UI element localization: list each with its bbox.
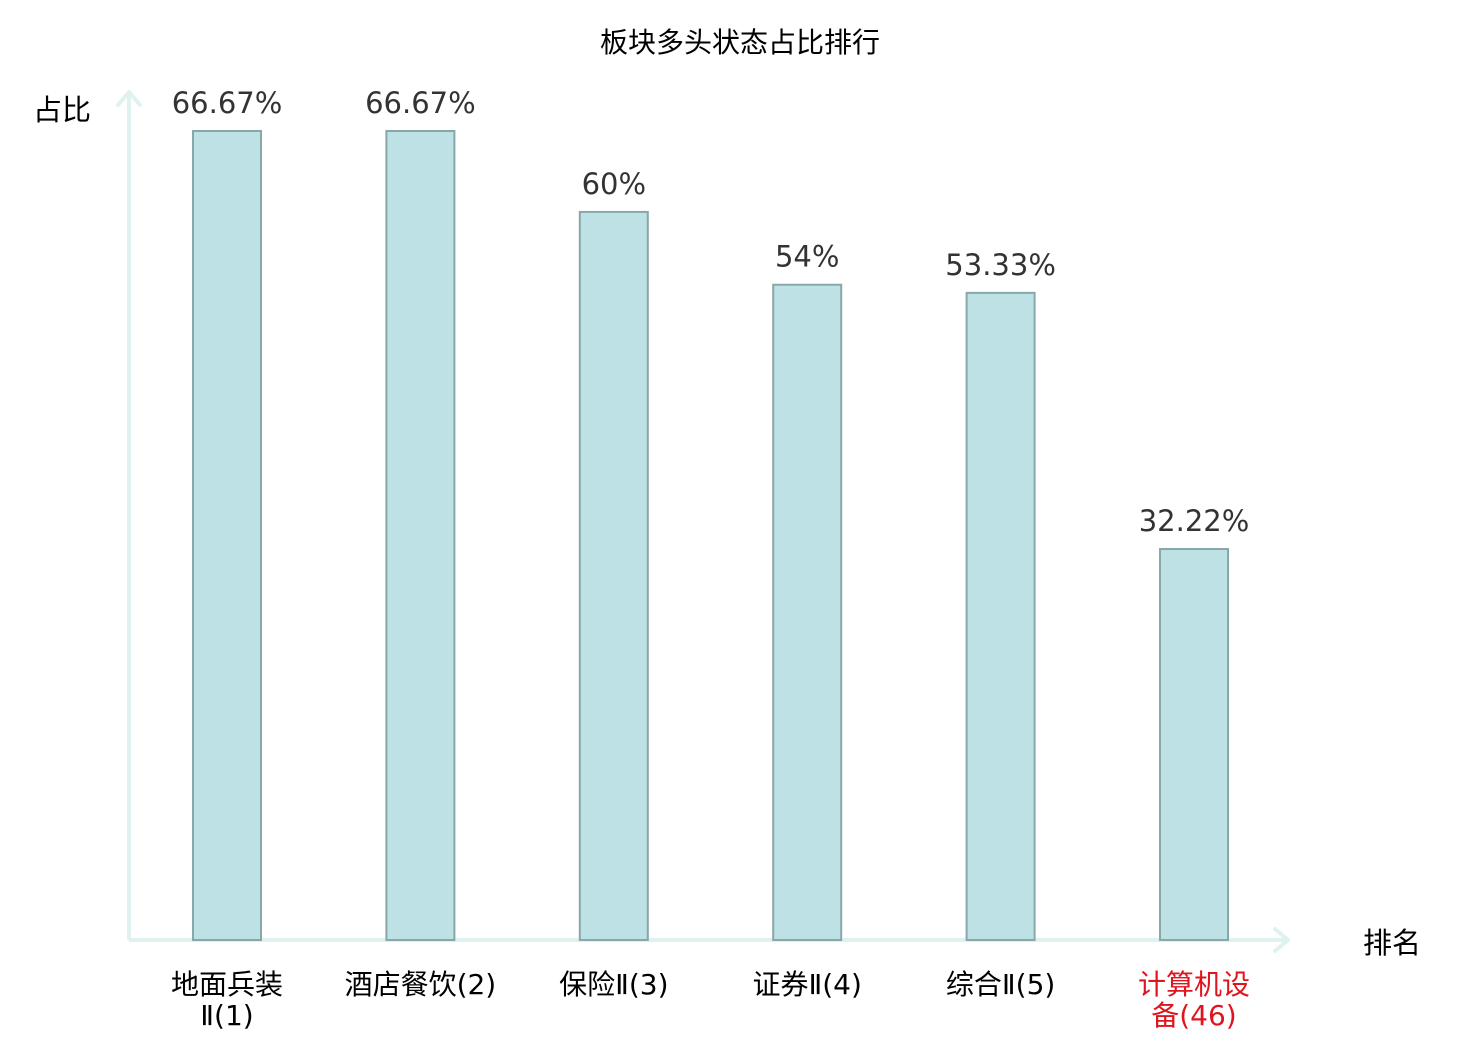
category-label-5-line-1: 综合Ⅱ(5) xyxy=(946,968,1055,1001)
x-axis-arrow-icon xyxy=(1273,927,1290,953)
bar-4 xyxy=(772,283,843,942)
axes xyxy=(116,90,1290,953)
bar-3 xyxy=(578,210,649,941)
category-label-2-line-1: 酒店餐饮(2) xyxy=(345,968,497,1001)
category-label-1-line-1: 地面兵装 xyxy=(171,968,283,1001)
y-axis-label: 占比 xyxy=(33,93,91,127)
y-axis-arrow-icon xyxy=(116,90,142,107)
value-label-6: 32.22% xyxy=(1139,504,1250,538)
bar-5 xyxy=(965,291,1036,941)
category-label-6-line-1: 计算机设 xyxy=(1138,968,1250,1001)
category-label-6-line-2: 备(46) xyxy=(1151,999,1236,1032)
value-label-4: 54% xyxy=(775,240,839,274)
category-label-1-line-2: Ⅱ(1) xyxy=(200,999,253,1032)
bar-1 xyxy=(192,130,262,941)
bar-6 xyxy=(1159,548,1229,941)
x-axis-label: 排名 xyxy=(1363,926,1421,960)
value-label-5: 53.33% xyxy=(945,248,1056,282)
value-label-2: 66.67% xyxy=(365,86,476,120)
category-label-3-line-1: 保险Ⅱ(3) xyxy=(559,968,668,1001)
value-label-3: 60% xyxy=(582,167,646,201)
category-label-4-line-1: 证券Ⅱ(4) xyxy=(752,968,861,1001)
bar-2 xyxy=(385,130,456,941)
chart-title: 板块多头状态占比排行 xyxy=(600,26,880,59)
value-label-1: 66.67% xyxy=(172,86,283,120)
